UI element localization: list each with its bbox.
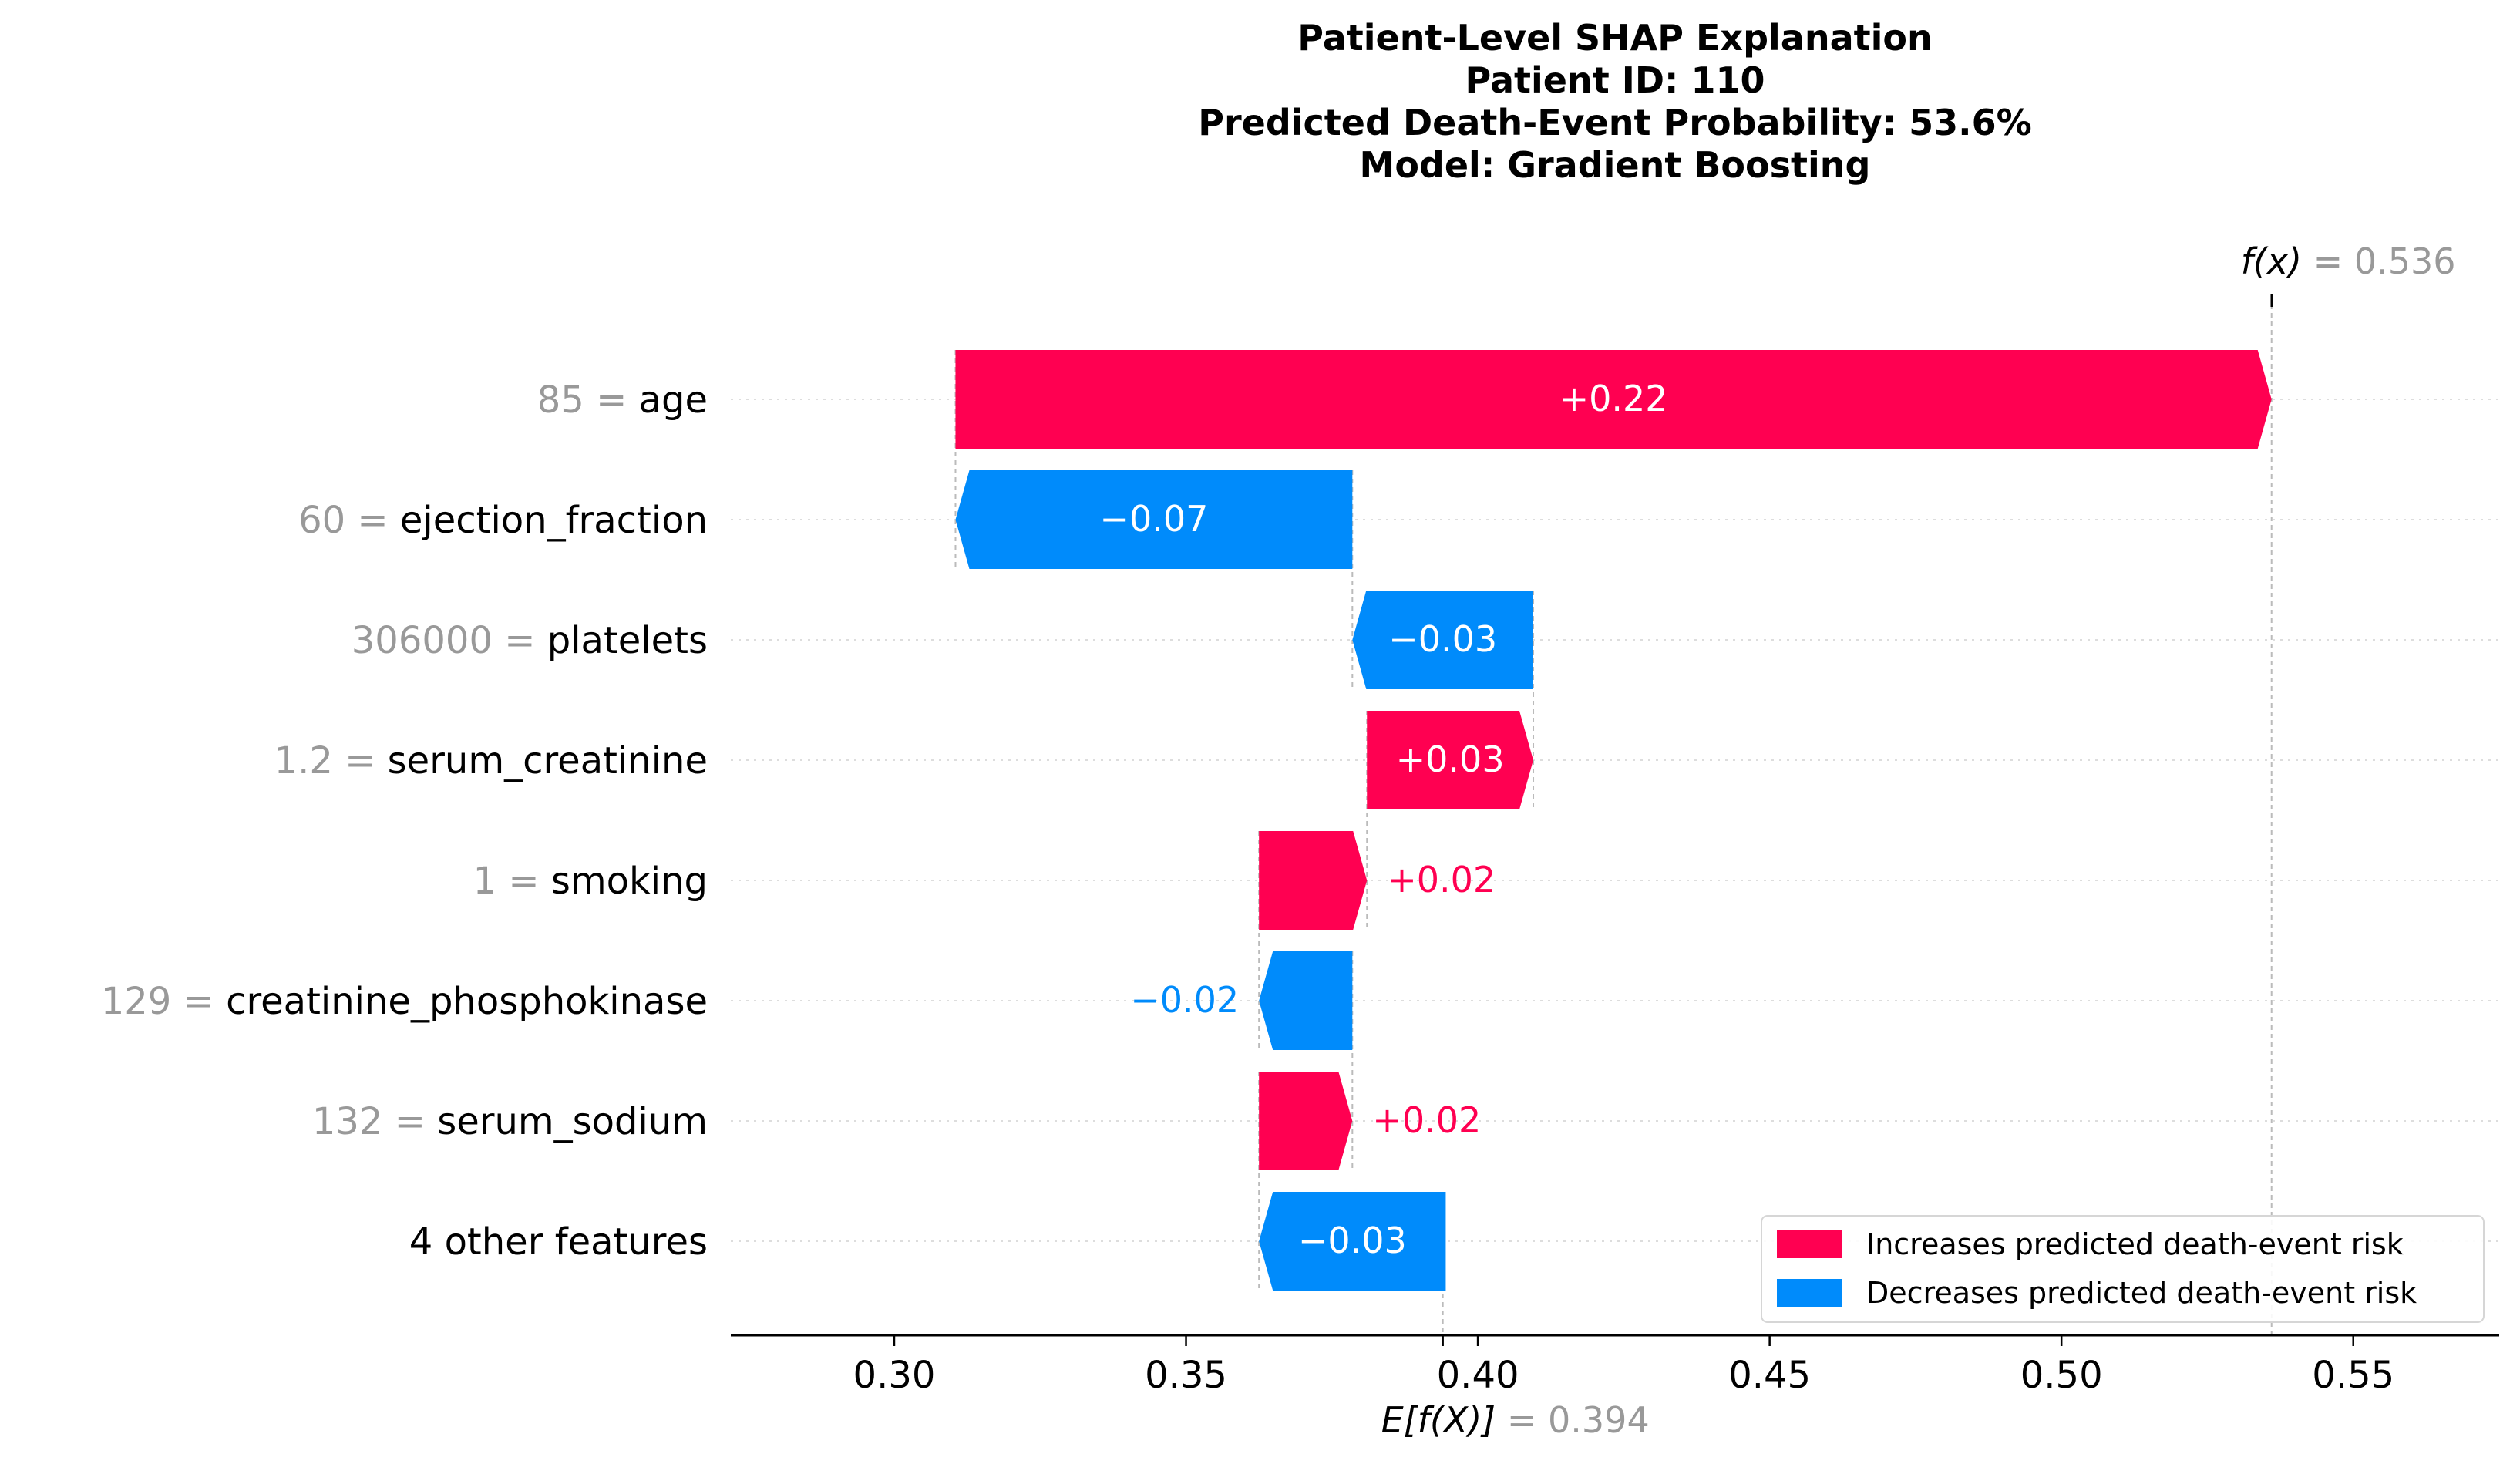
feature-name: age bbox=[639, 379, 708, 422]
bar-positive bbox=[1259, 831, 1368, 930]
feature-labels: 85 = age 60 = ejection_fraction 306000 = p… bbox=[101, 379, 708, 1264]
feature-value: 85 = bbox=[537, 379, 639, 422]
bar-value-label: −0.03 bbox=[1388, 618, 1497, 660]
feature-value: 60 = bbox=[298, 499, 400, 542]
feature-name: serum_creatinine bbox=[388, 739, 708, 782]
feature-label: 4 other features bbox=[409, 1220, 708, 1264]
bar-value-label: +0.22 bbox=[1559, 378, 1668, 419]
bar-negative bbox=[1352, 591, 1534, 689]
fx-equals: = bbox=[2302, 241, 2354, 282]
legend-swatch bbox=[1777, 1279, 1842, 1307]
fx-label: f(x) = 0.536 bbox=[2241, 241, 2456, 282]
feature-label: 132 = serum_sodium bbox=[312, 1100, 708, 1143]
connector-lines bbox=[954, 305, 2273, 1335]
x-tick-label: 0.45 bbox=[1728, 1354, 1811, 1397]
bars bbox=[955, 350, 2272, 1291]
x-tick-label: 0.50 bbox=[2020, 1354, 2103, 1397]
legend-box bbox=[1761, 1215, 2485, 1323]
fx-symbol: f(x) bbox=[2241, 241, 2302, 282]
bar-positive bbox=[955, 350, 2272, 449]
title-line-3: Predicted Death-Event Probability: 53.6% bbox=[1198, 102, 2031, 143]
feature-label: 60 = ejection_fraction bbox=[298, 499, 708, 542]
x-tick-label: 0.55 bbox=[2312, 1354, 2394, 1397]
feature-value: 1 = bbox=[473, 860, 551, 903]
feature-name: 4 other features bbox=[409, 1220, 708, 1264]
feature-value: 1.2 = bbox=[274, 739, 388, 782]
bar-value-label: −0.02 bbox=[1130, 979, 1239, 1021]
x-tick-label: 0.40 bbox=[1437, 1354, 1519, 1397]
bar-negative bbox=[1259, 951, 1353, 1050]
chart-title: Patient-Level SHAP Explanation Patient I… bbox=[1198, 17, 2031, 186]
base-equals: = bbox=[1496, 1399, 1548, 1441]
legend: Increases predicted death-event risk Decr… bbox=[1761, 1215, 2485, 1323]
feature-value: 132 = bbox=[312, 1100, 437, 1143]
base-label: E[f(X)] = 0.394 bbox=[1381, 1399, 1650, 1441]
bar-negative bbox=[955, 470, 1353, 569]
feature-name: ejection_fraction bbox=[400, 499, 708, 542]
feature-label: 129 = creatinine_phosphokinase bbox=[101, 980, 708, 1023]
bar-negative bbox=[1259, 1192, 1446, 1291]
x-tick-label: 0.30 bbox=[853, 1354, 936, 1397]
feature-label: 1 = smoking bbox=[473, 860, 708, 903]
feature-label: 306000 = platelets bbox=[352, 619, 708, 662]
x-axis: 0.30 0.35 0.40 0.45 0.50 0.55 bbox=[731, 1334, 2499, 1397]
bar-value-label: +0.03 bbox=[1396, 739, 1505, 780]
bar-value-label: +0.02 bbox=[1372, 1099, 1481, 1141]
bar-value-label: −0.07 bbox=[1099, 498, 1208, 540]
legend-label: Increases predicted death-event risk bbox=[1866, 1227, 2404, 1261]
feature-value: 129 = bbox=[101, 980, 226, 1023]
feature-name: smoking bbox=[551, 860, 708, 903]
bar-positive bbox=[1259, 1072, 1353, 1170]
feature-name: creatinine_phosphokinase bbox=[226, 980, 708, 1023]
x-tick-label: 0.35 bbox=[1145, 1354, 1227, 1397]
title-line-1: Patient-Level SHAP Explanation bbox=[1297, 17, 1932, 59]
bar-labels: +0.22 −0.07 −0.03 +0.03 +0.02 −0.02 +0.02 −0.03 bbox=[1099, 378, 1667, 1261]
base-value-annotation: E[f(X)] = 0.394 bbox=[1381, 1335, 1650, 1441]
feature-label: 1.2 = serum_creatinine bbox=[274, 739, 708, 782]
base-value: 0.394 bbox=[1548, 1399, 1650, 1441]
title-line-2: Patient ID: 110 bbox=[1465, 59, 1765, 101]
fx-value: 0.536 bbox=[2354, 241, 2456, 282]
base-symbol: E[f(X)] bbox=[1381, 1399, 1496, 1441]
bar-positive bbox=[1367, 711, 1534, 809]
feature-name: serum_sodium bbox=[437, 1100, 708, 1143]
feature-name: platelets bbox=[547, 619, 708, 662]
legend-swatch bbox=[1777, 1230, 1842, 1258]
feature-value: 306000 = bbox=[352, 619, 547, 662]
feature-label: 85 = age bbox=[537, 379, 708, 422]
fx-annotation: f(x) = 0.536 bbox=[2241, 241, 2456, 307]
bar-value-label: −0.03 bbox=[1298, 1220, 1407, 1261]
bar-value-label: +0.02 bbox=[1387, 859, 1496, 900]
legend-label: Decreases predicted death-event risk bbox=[1866, 1276, 2417, 1310]
title-line-4: Model: Gradient Boosting bbox=[1360, 144, 1871, 186]
